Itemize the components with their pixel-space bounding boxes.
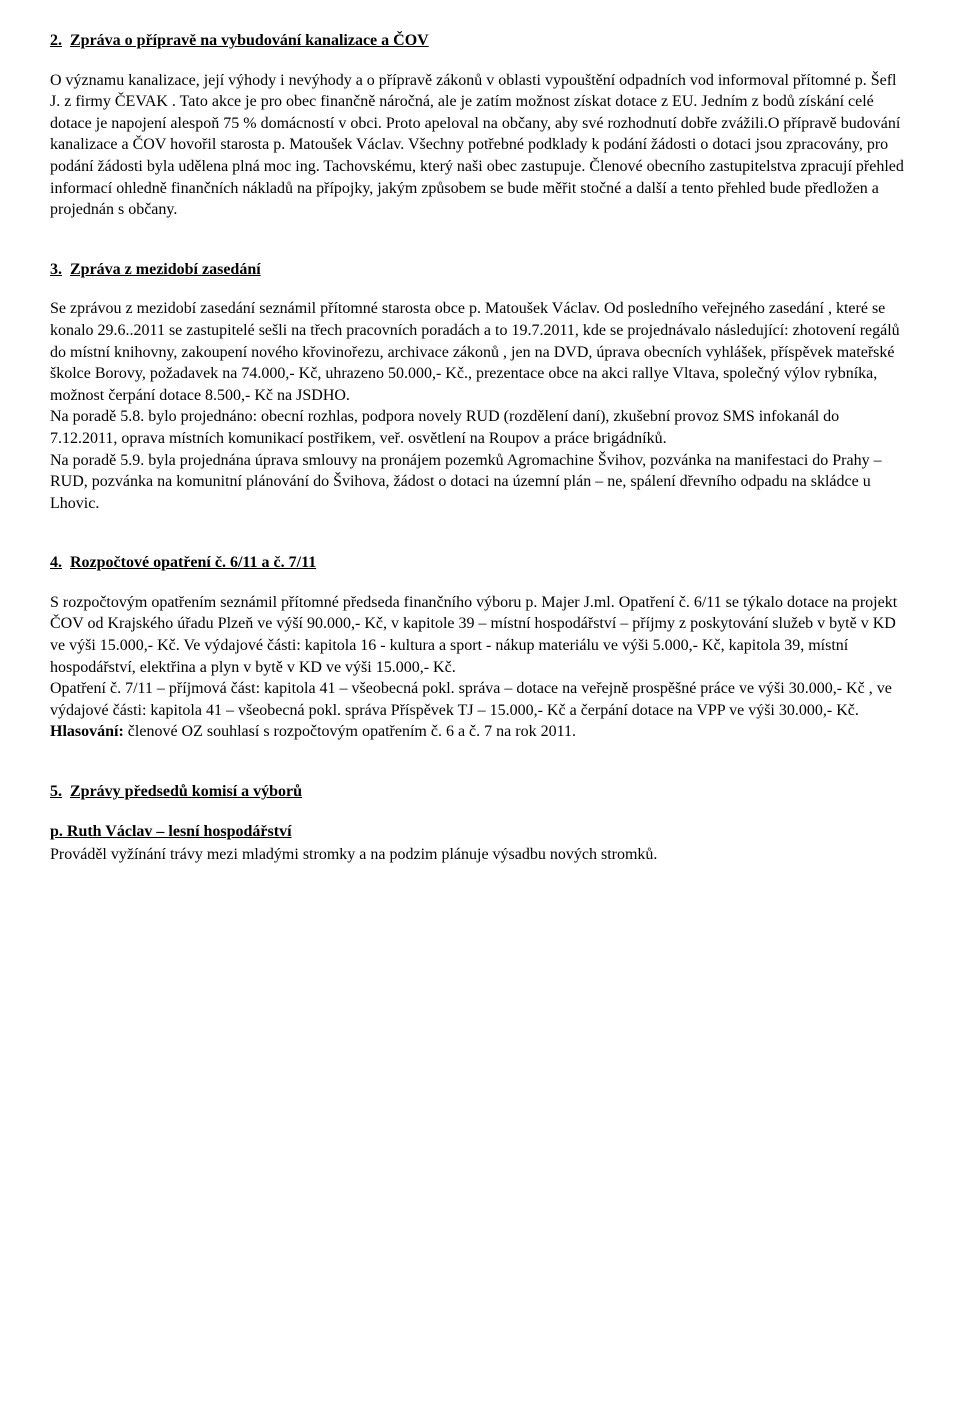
section-2: 2. Zpráva o přípravě na vybudování kanali… <box>50 30 910 221</box>
section-4-heading: 4. Rozpočtové opatření č. 6/11 a č. 7/11 <box>50 552 910 574</box>
section-5-num: 5. <box>50 783 62 800</box>
section-5-subheading: p. Ruth Václav – lesní hospodářství <box>50 821 910 843</box>
section-4: 4.Rozpočtové opatření č. 6/11 a č. 7/11 … <box>50 552 910 743</box>
section-3-p1: Se zprávou z mezidobí zasedání seznámil … <box>50 298 910 406</box>
section-4-p2: Opatření č. 7/11 – příjmová část: kapito… <box>50 678 910 721</box>
section-3-title: Zpráva z mezidobí zasedání <box>70 261 261 278</box>
vote-text: členové OZ souhlasí s rozpočtovým opatře… <box>124 723 576 740</box>
section-2-num: 2. <box>50 32 62 49</box>
section-4-num: 4. <box>50 554 62 571</box>
section-5-heading: 5. Zprávy předsedů komisí a výborů <box>50 781 910 803</box>
section-3-p3: Na poradě 5.9. byla projednána úprava sm… <box>50 450 910 515</box>
vote-label: Hlasování: <box>50 723 124 740</box>
section-5-title: Zprávy předsedů komisí a výborů <box>70 783 302 800</box>
section-4-title: Rozpočtové opatření č. 6/11 a č. 7/11 <box>70 554 316 571</box>
section-3-heading: 3. Zpráva z mezidobí zasedání <box>50 259 910 281</box>
section-5-p1: Prováděl vyžínání trávy mezi mladými str… <box>50 844 910 866</box>
section-5: 5. Zprávy předsedů komisí a výborů p. Rut… <box>50 781 910 866</box>
section-2-para: O významu kanalizace, její výhody i nevý… <box>50 70 910 221</box>
section-4-vote: Hlasování: členové OZ souhlasí s rozpočt… <box>50 721 910 743</box>
section-2-heading: 2. Zpráva o přípravě na vybudování kanali… <box>50 30 910 52</box>
section-2-title: Zpráva o přípravě na vybudování kanaliza… <box>70 32 429 49</box>
section-3-p2: Na poradě 5.8. bylo projednáno: obecní r… <box>50 406 910 449</box>
section-3: 3. Zpráva z mezidobí zasedání Se zprávou … <box>50 259 910 515</box>
section-4-p1: S rozpočtovým opatřením seznámil přítomn… <box>50 592 910 678</box>
section-3-num: 3. <box>50 261 62 278</box>
